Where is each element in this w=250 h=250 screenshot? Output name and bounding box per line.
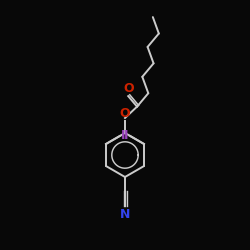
Text: O: O [120,107,130,120]
Text: I: I [121,130,126,142]
Text: N: N [120,208,130,221]
Text: O: O [123,82,134,95]
Text: I: I [124,130,129,142]
